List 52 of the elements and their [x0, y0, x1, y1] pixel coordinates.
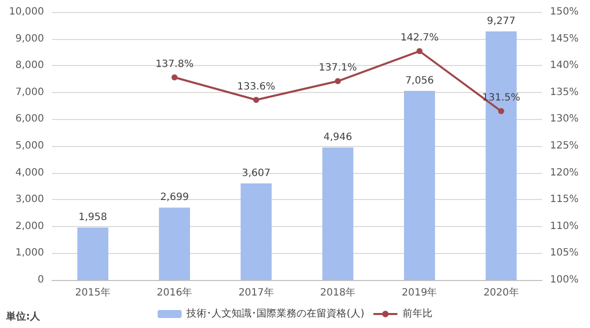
data-label: 137.8% — [155, 58, 194, 70]
y-tick-label: 7,000 — [15, 86, 44, 98]
y2-tick-label: 120% — [550, 167, 579, 178]
data-label: 3,607 — [242, 168, 270, 179]
data-label: 4,946 — [324, 132, 352, 143]
y2-tick-label: 130% — [550, 114, 579, 125]
y-tick-label: 8,000 — [15, 60, 44, 72]
data-label: 9,277 — [486, 16, 516, 27]
data-label: 137.1% — [318, 62, 357, 74]
x-tick-label: 2016年 — [156, 286, 192, 298]
bar — [240, 183, 272, 280]
y2-tick-label: 140% — [550, 60, 579, 72]
y2-tick-label: 145% — [550, 33, 579, 44]
point — [172, 74, 178, 80]
x-tick-label: 2019年 — [402, 286, 438, 298]
data-label: 133.6% — [237, 81, 276, 92]
data-label: 142.7% — [400, 32, 439, 44]
x-tick-label: 2015年 — [75, 286, 111, 298]
point — [253, 96, 260, 103]
y2-tick-label: 150% — [550, 6, 579, 18]
legend-label: 前年比 — [402, 308, 432, 320]
x-tick-label: 2020年 — [483, 286, 519, 298]
bar — [404, 90, 436, 280]
x-tick-label: 2018年 — [320, 286, 356, 298]
y2-tick-label: 125% — [550, 140, 579, 152]
point — [498, 108, 504, 114]
y-tick-label: 5,000 — [15, 140, 44, 152]
data-label: 131.5% — [482, 92, 520, 104]
y2-tick-label: 135% — [550, 86, 579, 98]
data-label: 1,958 — [78, 212, 108, 224]
bar — [322, 147, 354, 280]
data-label: 2,699 — [160, 192, 189, 204]
y2-tick-label: 100% — [550, 274, 579, 286]
y-tick-label: 0 — [38, 274, 44, 286]
y-tick-label: 4,000 — [15, 167, 44, 178]
legend-label: 技術･人文知識･国際業務の在留資格(人) — [186, 308, 364, 320]
bar — [158, 208, 190, 280]
y-tick-label: 6,000 — [15, 114, 44, 125]
y2-tick-label: 110% — [550, 220, 579, 232]
bar — [77, 228, 108, 280]
y-tick-label: 3,000 — [15, 194, 44, 206]
y2-tick-label: 105% — [550, 248, 579, 259]
y-tick-label: 9,000 — [15, 33, 44, 44]
x-tick-label: 2017年 — [238, 286, 274, 298]
point — [416, 48, 422, 54]
data-label: 7,056 — [405, 75, 434, 86]
text: 単位:人 — [5, 310, 41, 322]
y-tick-label: 2,000 — [15, 220, 44, 232]
y-tick-label: 10,000 — [9, 6, 44, 18]
y2-tick-label: 115% — [550, 194, 579, 206]
y-tick-label: 1,000 — [15, 248, 44, 259]
point — [334, 78, 341, 84]
